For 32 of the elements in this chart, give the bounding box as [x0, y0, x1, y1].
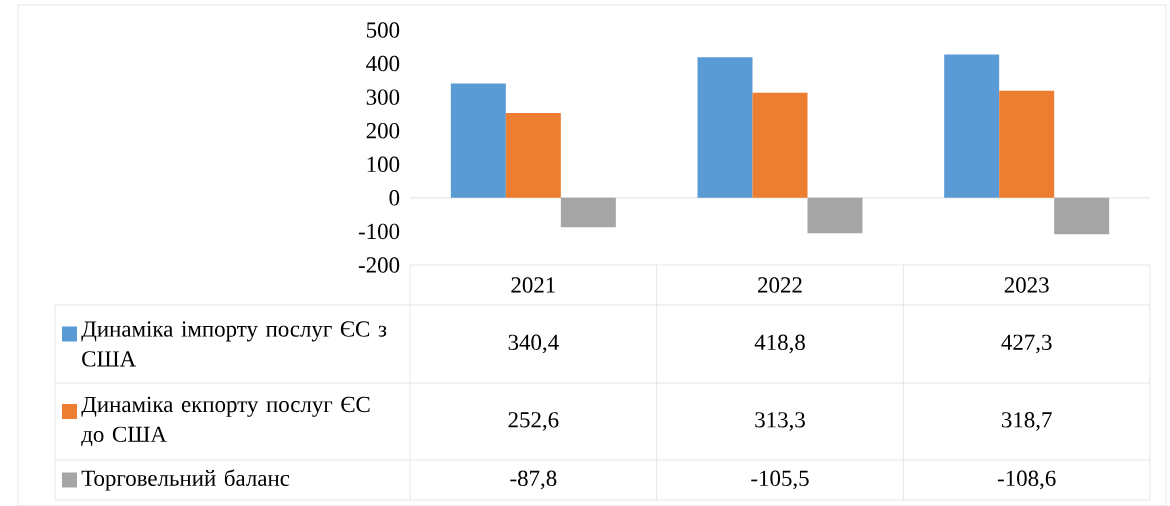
- legend-label: Торговельний баланс: [81, 469, 290, 491]
- y-tick-label: 500: [367, 22, 400, 38]
- y-tick-label: -200: [358, 257, 400, 273]
- x-tick-label: 2022: [758, 277, 802, 293]
- data-label: 427,3: [1001, 334, 1052, 354]
- bar: [697, 57, 753, 198]
- data-label: 313,3: [755, 412, 805, 431]
- data-label: -108,6: [997, 470, 1056, 490]
- data-label: -87,8: [510, 470, 557, 490]
- data-label: 340,4: [508, 334, 559, 354]
- bar: [505, 113, 561, 198]
- y-tick-label: -100: [358, 223, 400, 240]
- x-tick-label: 2023: [1004, 277, 1049, 293]
- y-tick-label: 100: [367, 156, 400, 172]
- data-label: 318,7: [1001, 412, 1052, 431]
- legend-label: Динаміка імпорту послуг ЄС з США: [81, 321, 387, 367]
- bar: [1054, 197, 1110, 235]
- bar: [450, 83, 506, 198]
- data-label: 418,8: [754, 334, 805, 354]
- y-tick-label: 200: [366, 122, 400, 139]
- x-tick-label: 2021: [511, 277, 555, 293]
- data-label: 252,6: [508, 412, 559, 431]
- legend-label: Динаміка екпорту послуг ЄС до США: [81, 396, 370, 447]
- y-tick-label: 0: [389, 190, 400, 206]
- y-tick-label: 300: [366, 89, 400, 105]
- bar: [944, 54, 1000, 198]
- bar: [560, 197, 616, 228]
- y-tick-label: 400: [366, 55, 400, 72]
- bar: [807, 197, 863, 234]
- bar: [999, 90, 1055, 198]
- data-label: -105,5: [751, 470, 809, 490]
- bar: [752, 92, 808, 198]
